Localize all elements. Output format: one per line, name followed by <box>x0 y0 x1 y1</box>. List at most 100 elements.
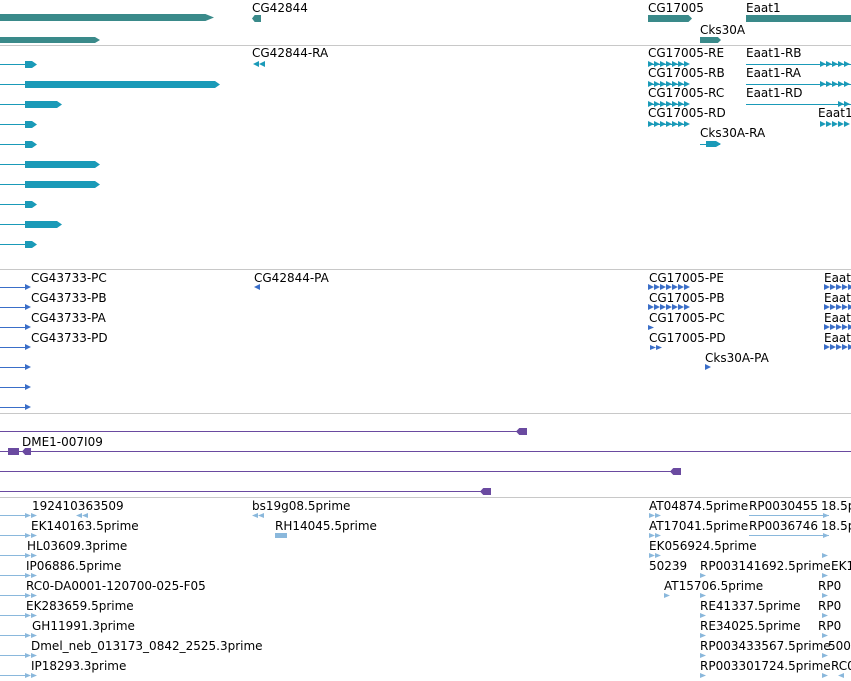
intron-line[interactable] <box>0 431 520 432</box>
strand-arrow-right[interactable] <box>31 553 37 558</box>
intron-line[interactable] <box>746 104 851 105</box>
strand-arrow-right[interactable] <box>678 284 684 290</box>
strand-arrow-right[interactable] <box>654 304 660 310</box>
strand-arrow-right[interactable] <box>25 304 31 310</box>
strand-arrow-right[interactable] <box>654 284 660 290</box>
strand-arrow-right[interactable] <box>649 533 655 538</box>
strand-arrow-right[interactable] <box>678 121 684 127</box>
strand-arrow-right[interactable] <box>660 121 666 127</box>
intron-line[interactable] <box>0 451 851 452</box>
strand-arrow-right[interactable] <box>822 653 828 658</box>
strand-arrow-right[interactable] <box>25 384 31 390</box>
intron-line[interactable] <box>0 615 26 616</box>
intron-line[interactable] <box>0 635 26 636</box>
strand-arrow-right[interactable] <box>672 284 678 290</box>
strand-arrow-right[interactable] <box>31 593 37 598</box>
strand-arrow-right[interactable] <box>25 613 31 618</box>
strand-arrow-right[interactable] <box>660 284 666 290</box>
strand-arrow-right[interactable] <box>664 593 670 598</box>
strand-arrow-right[interactable] <box>25 593 31 598</box>
strand-arrow-right[interactable] <box>25 533 31 538</box>
strand-arrow-right[interactable] <box>700 653 706 658</box>
strand-arrow-right[interactable] <box>666 304 672 310</box>
strand-arrow-right[interactable] <box>684 121 690 127</box>
strand-arrow-right[interactable] <box>836 304 842 310</box>
strand-arrow-right[interactable] <box>31 513 37 518</box>
intron-line[interactable] <box>749 535 829 536</box>
strand-arrow-left[interactable] <box>252 513 258 518</box>
strand-arrow-right[interactable] <box>672 304 678 310</box>
strand-arrow-right[interactable] <box>836 344 842 350</box>
strand-arrow-right[interactable] <box>822 613 828 618</box>
strand-arrow-right[interactable] <box>826 81 832 87</box>
strand-arrow-right[interactable] <box>838 121 844 127</box>
exon-block[interactable] <box>25 161 100 168</box>
exon-block[interactable] <box>25 121 37 128</box>
strand-arrow-right[interactable] <box>655 513 661 518</box>
strand-arrow-right[interactable] <box>655 533 661 538</box>
strand-arrow-right[interactable] <box>654 101 660 107</box>
exon-block[interactable] <box>25 241 37 248</box>
strand-arrow-right[interactable] <box>672 121 678 127</box>
exon-block[interactable] <box>25 181 100 188</box>
strand-arrow-right[interactable] <box>824 344 830 350</box>
gene-feature[interactable] <box>0 14 214 21</box>
exon-block[interactable] <box>25 101 62 108</box>
strand-arrow-right[interactable] <box>700 573 706 578</box>
strand-arrow-right[interactable] <box>832 121 838 127</box>
strand-arrow-right[interactable] <box>842 304 848 310</box>
strand-arrow-right[interactable] <box>648 81 654 87</box>
strand-arrow-right[interactable] <box>25 653 31 658</box>
strand-arrow-right[interactable] <box>844 61 850 67</box>
strand-arrow-right[interactable] <box>820 61 826 67</box>
strand-arrow-right[interactable] <box>700 633 706 638</box>
exon-block[interactable] <box>25 61 37 68</box>
gene-feature[interactable] <box>0 37 100 43</box>
strand-arrow-right[interactable] <box>660 81 666 87</box>
strand-arrow-left[interactable] <box>838 673 844 678</box>
strand-arrow-right[interactable] <box>848 304 851 310</box>
intron-line[interactable] <box>0 675 26 676</box>
strand-arrow-right[interactable] <box>678 81 684 87</box>
strand-arrow-right[interactable] <box>672 81 678 87</box>
intron-line[interactable] <box>0 407 28 408</box>
strand-arrow-right[interactable] <box>649 513 655 518</box>
strand-arrow-right[interactable] <box>844 101 850 107</box>
strand-arrow-right[interactable] <box>820 81 826 87</box>
strand-arrow-right[interactable] <box>666 81 672 87</box>
strand-arrow-left[interactable] <box>253 61 259 67</box>
strand-arrow-right[interactable] <box>823 533 829 538</box>
intron-line[interactable] <box>0 367 28 368</box>
strand-arrow-right[interactable] <box>648 101 654 107</box>
strand-arrow-right[interactable] <box>826 61 832 67</box>
exon-block[interactable] <box>25 221 62 228</box>
intron-line[interactable] <box>0 184 25 185</box>
strand-arrow-right[interactable] <box>684 61 690 67</box>
strand-arrow-right[interactable] <box>31 673 37 678</box>
intron-line[interactable] <box>0 471 675 472</box>
intron-line[interactable] <box>746 64 851 65</box>
strand-arrow-right[interactable] <box>822 553 828 558</box>
strand-arrow-right[interactable] <box>832 61 838 67</box>
strand-arrow-right[interactable] <box>824 304 830 310</box>
intron-line[interactable] <box>0 287 28 288</box>
strand-arrow-right[interactable] <box>830 344 836 350</box>
strand-arrow-right[interactable] <box>838 61 844 67</box>
strand-arrow-right[interactable] <box>830 324 836 330</box>
strand-arrow-right[interactable] <box>648 284 654 290</box>
strand-arrow-right[interactable] <box>684 81 690 87</box>
strand-arrow-right[interactable] <box>672 101 678 107</box>
intron-line[interactable] <box>0 575 26 576</box>
strand-arrow-right[interactable] <box>654 61 660 67</box>
strand-arrow-right[interactable] <box>823 513 829 518</box>
strand-arrow-right[interactable] <box>705 364 711 370</box>
strand-arrow-right[interactable] <box>656 345 662 350</box>
intron-line[interactable] <box>746 84 851 85</box>
intron-line[interactable] <box>0 327 28 328</box>
strand-arrow-right[interactable] <box>660 61 666 67</box>
strand-arrow-right[interactable] <box>848 284 851 290</box>
strand-arrow-right[interactable] <box>25 673 31 678</box>
strand-arrow-right[interactable] <box>678 61 684 67</box>
strand-arrow-right[interactable] <box>666 101 672 107</box>
strand-arrow-right[interactable] <box>822 573 828 578</box>
